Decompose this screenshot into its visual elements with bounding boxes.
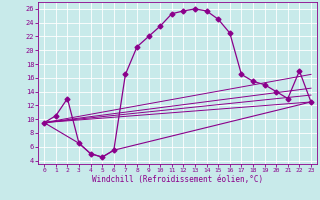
X-axis label: Windchill (Refroidissement éolien,°C): Windchill (Refroidissement éolien,°C) [92, 175, 263, 184]
